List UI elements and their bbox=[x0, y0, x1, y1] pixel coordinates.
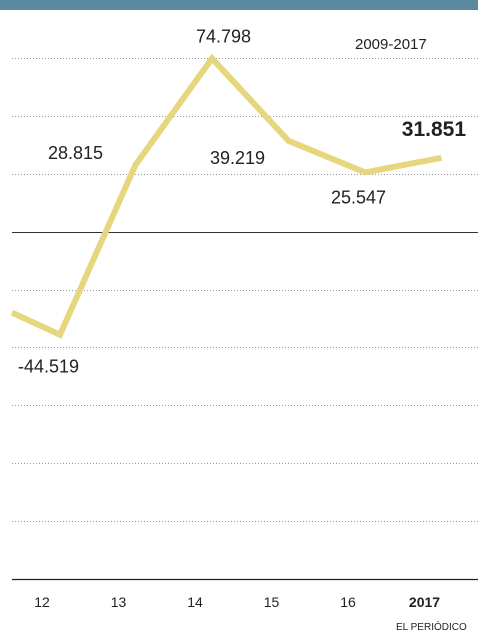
data-label: -44.519 bbox=[18, 357, 79, 377]
data-label: 28.815 bbox=[48, 143, 103, 163]
x-tick-label: 16 bbox=[340, 594, 356, 610]
data-label: 39.219 bbox=[210, 148, 265, 168]
x-tick-label: 12 bbox=[34, 594, 50, 610]
top-accent-bar bbox=[0, 0, 478, 10]
data-label: 31.851 bbox=[402, 118, 467, 141]
x-tick-label: 13 bbox=[111, 594, 127, 610]
x-tick-label: 15 bbox=[264, 594, 280, 610]
data-label: 25.547 bbox=[331, 187, 386, 207]
x-tick-label: 14 bbox=[187, 594, 203, 610]
period-label: 2009-2017 bbox=[355, 36, 427, 53]
data-label: 74.798 bbox=[196, 26, 251, 46]
x-tick-label: 2017 bbox=[409, 594, 440, 610]
series-line bbox=[10, 53, 443, 339]
source-label: EL PERIÓDICO bbox=[396, 622, 467, 633]
